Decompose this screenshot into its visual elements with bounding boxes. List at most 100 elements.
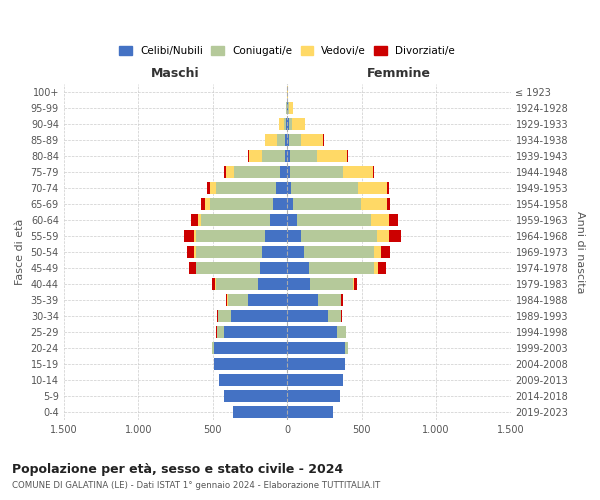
Bar <box>343 166 373 178</box>
Bar <box>287 406 332 418</box>
Bar <box>287 246 304 258</box>
Bar <box>191 214 198 226</box>
Bar <box>389 214 398 226</box>
Bar <box>374 246 382 258</box>
Bar <box>218 310 232 322</box>
Bar <box>284 150 287 162</box>
Bar <box>288 102 289 114</box>
Bar <box>353 278 354 290</box>
Bar <box>277 134 286 146</box>
Bar <box>265 134 277 146</box>
Bar <box>262 150 284 162</box>
Bar <box>258 278 287 290</box>
Bar <box>217 326 224 338</box>
Bar <box>200 198 205 210</box>
Bar <box>212 278 215 290</box>
Bar <box>309 262 374 274</box>
Bar <box>292 182 358 194</box>
Bar <box>188 262 196 274</box>
Bar <box>196 246 262 258</box>
Bar <box>217 182 276 194</box>
Bar <box>386 182 389 194</box>
Bar <box>210 182 217 194</box>
Bar <box>341 294 343 306</box>
Bar <box>289 102 293 114</box>
Bar <box>287 390 340 402</box>
Bar <box>287 118 289 130</box>
Bar <box>292 118 305 130</box>
Bar <box>227 294 248 306</box>
Bar <box>337 326 346 338</box>
Text: COMUNE DI GALATINA (LE) - Dati ISTAT 1° gennaio 2024 - Elaborazione TUTTITALIA.I: COMUNE DI GALATINA (LE) - Dati ISTAT 1° … <box>12 481 380 490</box>
Bar <box>354 278 356 290</box>
Bar <box>249 150 262 162</box>
Bar <box>287 166 290 178</box>
Bar <box>196 230 265 242</box>
Bar <box>224 390 287 402</box>
Bar <box>287 278 310 290</box>
Legend: Celibi/Nubili, Coniugati/e, Vedovi/e, Divorziati/e: Celibi/Nubili, Coniugati/e, Vedovi/e, Di… <box>115 42 459 60</box>
Bar <box>280 166 287 178</box>
Bar <box>287 358 344 370</box>
Bar <box>287 262 309 274</box>
Bar <box>205 198 210 210</box>
Bar <box>248 294 287 306</box>
Bar <box>265 230 287 242</box>
Bar <box>287 182 292 194</box>
Bar <box>293 198 361 210</box>
Bar <box>371 214 389 226</box>
Bar <box>289 134 301 146</box>
Bar <box>378 262 386 274</box>
Bar <box>212 342 214 354</box>
Y-axis label: Anni di nascita: Anni di nascita <box>575 210 585 293</box>
Bar <box>194 230 196 242</box>
Bar <box>287 102 288 114</box>
Bar <box>210 198 273 210</box>
Text: Femmine: Femmine <box>367 68 431 80</box>
Bar <box>287 326 337 338</box>
Bar <box>260 262 287 274</box>
Bar <box>310 278 353 290</box>
Bar <box>358 182 386 194</box>
Bar <box>232 310 287 322</box>
Bar <box>286 134 287 146</box>
Bar <box>196 262 260 274</box>
Bar <box>301 230 377 242</box>
Bar <box>224 166 226 178</box>
Bar <box>318 294 341 306</box>
Bar <box>226 294 227 306</box>
Bar <box>386 198 390 210</box>
Bar <box>344 342 348 354</box>
Bar <box>235 166 280 178</box>
Bar <box>187 246 194 258</box>
Bar <box>328 310 341 322</box>
Bar <box>287 198 293 210</box>
Bar <box>287 150 290 162</box>
Bar <box>287 310 328 322</box>
Bar <box>382 246 390 258</box>
Bar <box>361 198 386 210</box>
Bar <box>284 118 286 130</box>
Text: Maschi: Maschi <box>151 68 200 80</box>
Bar <box>214 342 287 354</box>
Bar <box>201 214 270 226</box>
Bar <box>297 214 371 226</box>
Bar <box>279 118 284 130</box>
Bar <box>287 134 289 146</box>
Bar <box>290 166 343 178</box>
Bar <box>286 118 287 130</box>
Bar <box>287 374 343 386</box>
Bar <box>226 166 235 178</box>
Bar <box>373 166 374 178</box>
Bar <box>214 358 287 370</box>
Bar <box>317 150 347 162</box>
Bar <box>289 118 292 130</box>
Bar <box>389 230 401 242</box>
Bar <box>224 326 287 338</box>
Bar <box>374 262 378 274</box>
Bar <box>198 214 201 226</box>
Bar <box>194 246 196 258</box>
Bar <box>262 246 287 258</box>
Bar <box>301 134 323 146</box>
Bar <box>377 230 389 242</box>
